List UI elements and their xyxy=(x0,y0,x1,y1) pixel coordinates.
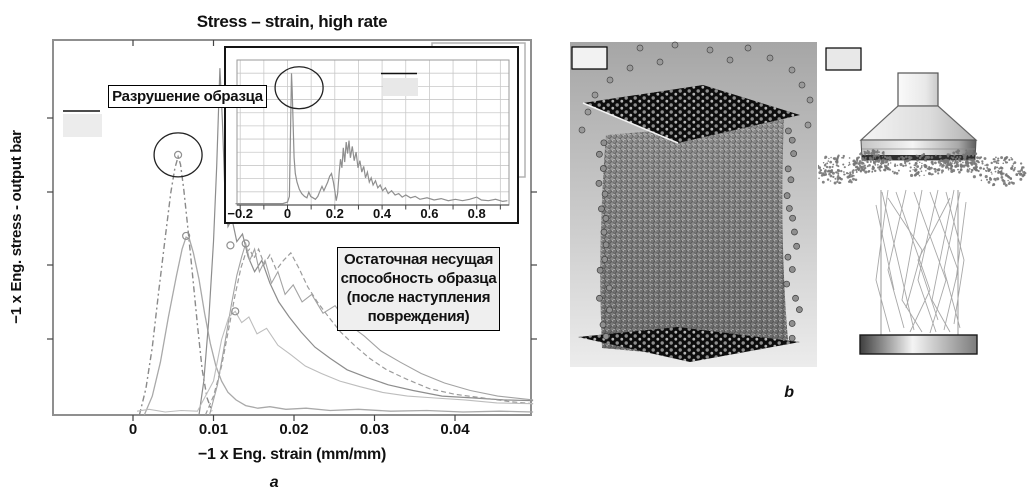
panel-a-letter: a xyxy=(269,474,279,491)
bottom-plate-spheres xyxy=(578,327,800,362)
panel-b-letter: b xyxy=(784,384,794,401)
impactor-band-edge xyxy=(862,155,975,160)
label-redacted-box xyxy=(571,46,608,70)
residual-capacity-annotation-box: Остаточная несущая способность образца (… xyxy=(337,247,500,331)
legend-placeholder-inset xyxy=(381,72,418,96)
inset-tick-label: 0.8 xyxy=(468,206,486,221)
crack-lines xyxy=(875,189,967,334)
top-plate-spheres xyxy=(583,85,800,143)
ejected-spheres xyxy=(578,41,814,342)
axis-ticks xyxy=(47,40,537,421)
stress-strain-chart: −0.2 0 0.2 0.4 0.6 0.8 0 0.01 0.02 0.03 … xyxy=(47,39,537,438)
x-tick-labels: 0 0.01 0.02 0.03 0.04 xyxy=(129,421,470,438)
label-redacted-box xyxy=(825,47,862,71)
x-tick-label: 0.03 xyxy=(360,421,389,438)
inset-tick-labels: −0.2 0 0.2 0.4 0.6 0.8 xyxy=(227,206,485,221)
inset-axis-ticks xyxy=(239,205,501,210)
legend-redacted-box xyxy=(63,114,102,137)
impactor-shank xyxy=(897,72,939,107)
x-tick-label: 0 xyxy=(129,421,137,438)
inset-annotation-layer xyxy=(274,66,324,110)
sphere-column-shading xyxy=(600,118,788,356)
curves-layer xyxy=(136,68,534,416)
annotation-line: повреждения) xyxy=(367,308,470,325)
inset-frame xyxy=(224,46,519,224)
annotation-line: способность образца xyxy=(340,270,497,287)
chart-title: Stress – strain, high rate xyxy=(196,12,388,31)
annotation-circles-layer xyxy=(153,132,203,178)
inset-tick-label: −0.2 xyxy=(227,206,253,221)
impactor-cone xyxy=(859,105,978,141)
markers-layer xyxy=(173,150,250,316)
inset-tick-label: 0.4 xyxy=(373,206,392,221)
fracture-annotation-box: Разрушение образца xyxy=(108,85,267,108)
x-axis-label: −1 x Eng. strain (mm/mm) xyxy=(198,446,386,463)
plot-frame xyxy=(52,39,532,416)
inset-grid xyxy=(237,60,509,205)
base-plate xyxy=(859,334,978,355)
debris-spray xyxy=(818,149,1027,187)
x-tick-label: 0.01 xyxy=(199,421,228,438)
inset-tick-label: 0.6 xyxy=(420,206,438,221)
annotation-line: (после наступления xyxy=(346,289,491,306)
y-axis-label: −1 x Eng. stress - output bar xyxy=(8,130,25,324)
inset-curve-layer xyxy=(235,73,508,205)
legend-redacted-box xyxy=(383,78,418,96)
inset-tick-label: 0.2 xyxy=(326,206,344,221)
x-tick-label: 0.04 xyxy=(440,421,470,438)
impactor-schematic-image xyxy=(818,47,1027,355)
annotation-line: Остаточная несущая xyxy=(343,251,494,268)
inset-tick-label: 0 xyxy=(284,206,291,221)
particle-simulation-image xyxy=(570,41,817,367)
inset-plot: −0.2 0 0.2 0.4 0.6 0.8 xyxy=(224,46,519,224)
specimen-column xyxy=(880,190,959,335)
legend-placeholder-main xyxy=(63,110,102,137)
x-tick-label: 0.02 xyxy=(279,421,308,438)
top-plate-rim xyxy=(582,102,679,144)
